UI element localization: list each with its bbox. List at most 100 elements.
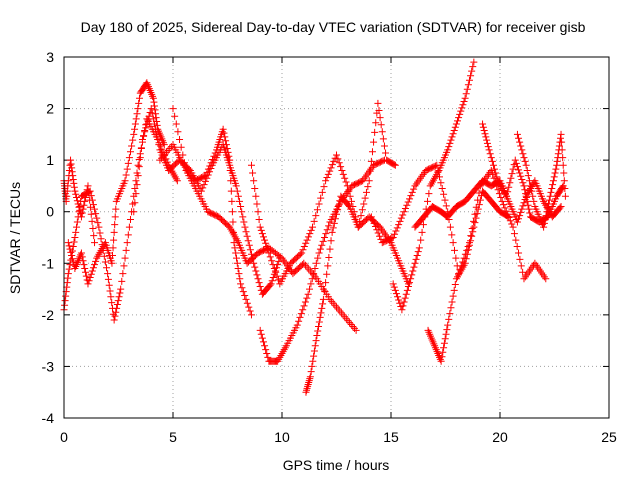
data-point bbox=[97, 235, 105, 243]
data-point bbox=[328, 161, 336, 169]
data-point bbox=[410, 263, 418, 271]
data-point bbox=[276, 253, 284, 261]
data-point bbox=[156, 142, 164, 150]
data-point bbox=[550, 173, 558, 181]
data-point bbox=[439, 348, 447, 356]
data-point bbox=[408, 271, 416, 279]
data-point bbox=[442, 330, 450, 338]
data-point bbox=[116, 289, 124, 297]
data-point bbox=[87, 192, 95, 200]
data-point bbox=[391, 161, 399, 169]
data-point bbox=[483, 139, 491, 147]
data-point bbox=[134, 105, 142, 113]
data-point bbox=[515, 166, 523, 174]
data-point bbox=[251, 185, 259, 193]
data-point bbox=[497, 194, 505, 202]
data-point bbox=[85, 188, 93, 196]
data-point bbox=[315, 249, 323, 257]
data-point bbox=[113, 301, 121, 309]
data-point bbox=[124, 231, 132, 239]
data-point bbox=[92, 257, 100, 265]
data-point bbox=[298, 261, 306, 269]
data-point bbox=[512, 159, 520, 167]
data-point bbox=[123, 239, 131, 247]
y-tick-label: 1 bbox=[46, 152, 54, 168]
data-point bbox=[487, 154, 495, 162]
data-point bbox=[149, 94, 157, 102]
data-point bbox=[495, 190, 503, 198]
data-point bbox=[546, 192, 554, 200]
data-point bbox=[295, 317, 303, 325]
data-point bbox=[524, 201, 532, 209]
data-point bbox=[134, 172, 142, 180]
data-point bbox=[258, 230, 266, 238]
data-points bbox=[60, 58, 569, 396]
data-point bbox=[69, 175, 77, 183]
data-point bbox=[302, 239, 310, 247]
data-point bbox=[325, 222, 333, 230]
data-point bbox=[483, 136, 491, 144]
data-point bbox=[406, 279, 414, 287]
data-point bbox=[104, 270, 112, 278]
data-point bbox=[367, 213, 375, 221]
data-point bbox=[109, 252, 117, 260]
data-point bbox=[270, 264, 278, 272]
series-sat-m bbox=[424, 187, 513, 365]
data-point bbox=[247, 311, 255, 319]
data-point bbox=[328, 228, 336, 236]
data-point bbox=[441, 335, 449, 343]
data-point bbox=[450, 246, 458, 254]
data-point bbox=[244, 237, 252, 245]
data-point bbox=[557, 203, 565, 211]
data-point bbox=[431, 162, 439, 170]
data-point bbox=[379, 135, 387, 143]
data-point bbox=[475, 201, 483, 209]
data-point bbox=[68, 168, 76, 176]
x-tick-label: 25 bbox=[601, 429, 617, 445]
data-point bbox=[370, 219, 378, 227]
data-point bbox=[403, 201, 411, 209]
data-point bbox=[316, 313, 324, 321]
data-point bbox=[256, 223, 264, 231]
data-point bbox=[329, 224, 337, 232]
data-point bbox=[542, 275, 550, 283]
data-point bbox=[100, 252, 108, 260]
data-point bbox=[559, 154, 567, 162]
data-point bbox=[71, 234, 79, 241]
data-point bbox=[393, 224, 401, 232]
data-point bbox=[525, 205, 533, 213]
data-point bbox=[513, 130, 521, 138]
data-point bbox=[517, 142, 525, 150]
data-point bbox=[520, 154, 528, 162]
data-point bbox=[380, 142, 388, 150]
data-point bbox=[111, 221, 119, 229]
data-point bbox=[173, 177, 181, 185]
data-point bbox=[229, 218, 237, 226]
data-point bbox=[115, 293, 123, 301]
data-point bbox=[326, 245, 334, 253]
data-point bbox=[235, 197, 243, 205]
y-tick-label: 2 bbox=[46, 101, 54, 117]
data-point bbox=[80, 201, 88, 209]
data-point bbox=[256, 282, 264, 290]
data-point bbox=[263, 243, 271, 251]
data-point bbox=[517, 262, 525, 270]
data-point bbox=[67, 156, 75, 164]
data-point bbox=[86, 187, 94, 195]
data-point bbox=[262, 239, 270, 247]
data-point bbox=[246, 307, 254, 315]
data-point bbox=[505, 183, 513, 191]
data-point bbox=[257, 330, 265, 338]
data-point bbox=[312, 259, 320, 267]
data-point bbox=[480, 126, 488, 134]
data-point bbox=[527, 182, 535, 190]
data-point bbox=[467, 237, 475, 245]
data-point bbox=[112, 308, 120, 316]
data-point bbox=[522, 161, 530, 169]
data-point bbox=[94, 219, 102, 227]
series-sat-a bbox=[60, 156, 99, 247]
data-point bbox=[89, 201, 97, 209]
data-point bbox=[440, 344, 448, 352]
data-point bbox=[323, 174, 331, 182]
